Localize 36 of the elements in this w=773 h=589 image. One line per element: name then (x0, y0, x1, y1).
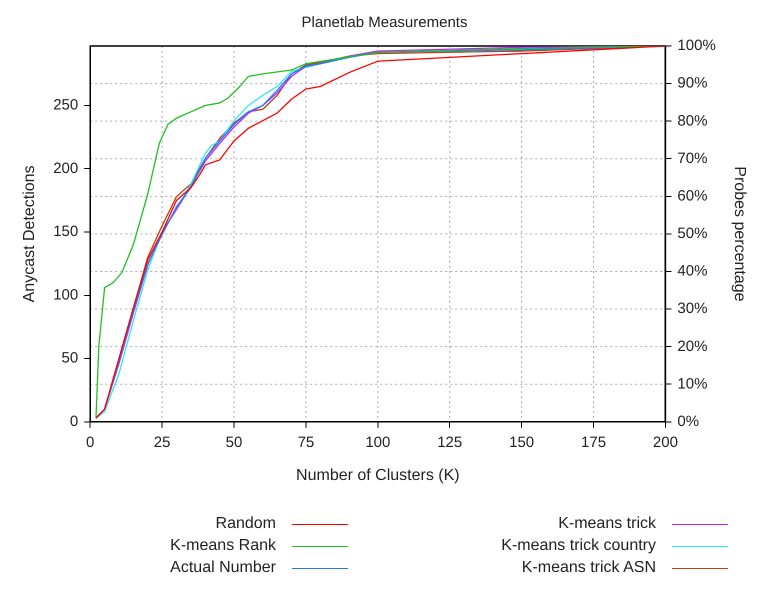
legend-label: K-means Rank (170, 537, 276, 555)
y-tick-label: 150 (53, 223, 78, 240)
y2-tick-label: 70% (677, 150, 708, 167)
y-axis-title: Anycast Detections (21, 165, 38, 302)
y-tick-label: 250 (53, 96, 78, 114)
x-axis-title: Number of Clusters (K) (296, 466, 460, 484)
x-tick-label: 125 (437, 434, 462, 451)
legend-label: K-means trick ASN (522, 559, 656, 577)
legend-label: K-means trick (558, 515, 656, 533)
x-tick-label: 100 (365, 434, 390, 451)
chart-title: Planetlab Measurements (302, 14, 468, 32)
y2-tick-label: 80% (677, 112, 708, 130)
legend-label: K-means trick country (501, 537, 656, 555)
y2-tick-label: 100% (677, 37, 716, 54)
y2-axis-title: Probes percentage (730, 166, 748, 302)
y2-tick-label: 90% (677, 74, 708, 92)
x-tick-label: 75 (298, 434, 314, 451)
y2-tick-label: 0% (677, 412, 700, 430)
y2-tick-label: 30% (677, 300, 708, 318)
legend-label: Random (216, 515, 276, 533)
x-tick-label: 50 (226, 434, 242, 451)
y2-tick-label: 60% (677, 187, 708, 204)
y2-tick-label: 40% (677, 262, 708, 280)
y2-tick-label: 10% (677, 375, 708, 392)
legend-label: Actual Number (170, 559, 276, 577)
y-tick-label: 200 (53, 160, 78, 177)
x-tick-label: 25 (154, 434, 170, 451)
y2-tick-label: 50% (677, 225, 708, 242)
y-tick-label: 0 (70, 412, 78, 430)
y-tick-label: 50 (62, 350, 78, 367)
x-tick-label: 0 (86, 434, 94, 451)
x-tick-label: 150 (509, 434, 534, 451)
x-tick-label: 200 (652, 434, 678, 451)
x-tick-label: 175 (581, 434, 606, 451)
y2-tick-label: 20% (677, 338, 708, 355)
y-tick-label: 100 (53, 286, 78, 304)
